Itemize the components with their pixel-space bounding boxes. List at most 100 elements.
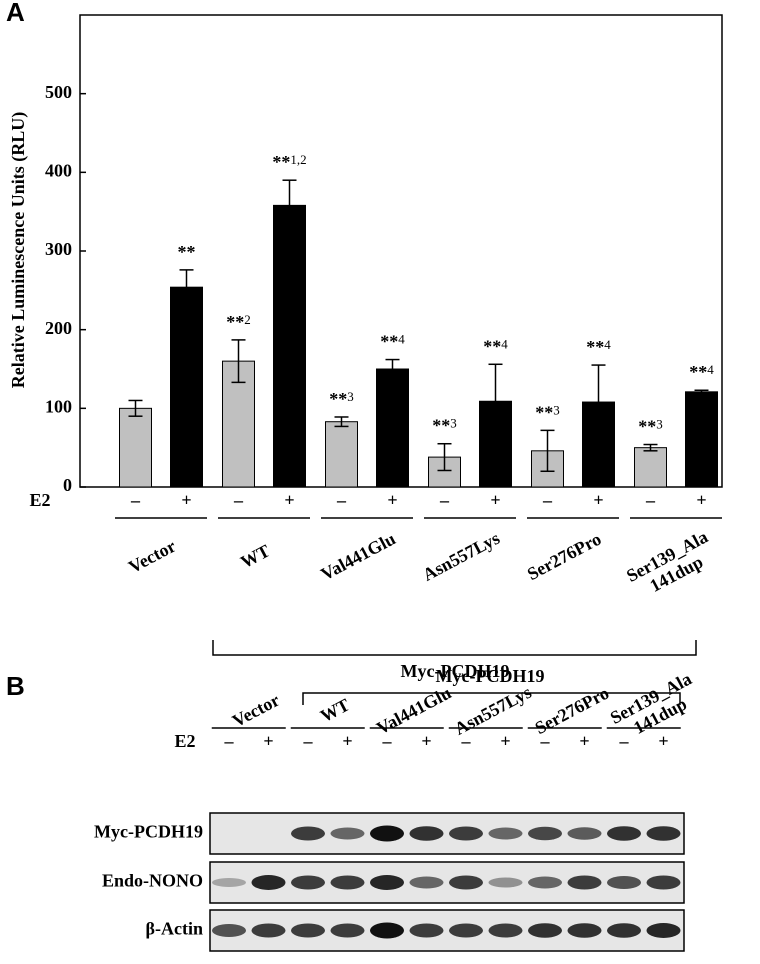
x-tick-label: Vector <box>125 536 179 577</box>
treatment-level: + <box>490 490 500 510</box>
lane-group-label: Val441Glu <box>373 682 454 738</box>
x-tick-label: Ser139_Ala141dup <box>623 527 720 604</box>
blot-row-label: β-Actin <box>146 919 203 939</box>
treatment-level: + <box>421 731 431 751</box>
blot-band <box>646 826 681 841</box>
treatment-level: + <box>342 731 352 751</box>
treatment-level: + <box>696 490 706 510</box>
treatment-level: + <box>387 490 397 510</box>
blot-band <box>449 875 483 890</box>
treatment-level: – <box>461 731 472 751</box>
y-tick-label: 400 <box>45 160 72 180</box>
bracket <box>302 692 681 705</box>
treatment-level: + <box>658 731 668 751</box>
blot-band <box>449 923 483 938</box>
blot-panel <box>209 861 685 904</box>
blot-band <box>409 826 444 841</box>
bar <box>170 286 203 488</box>
significance-label: **4 <box>689 362 714 382</box>
treatment-level: – <box>382 731 393 751</box>
blot-band <box>330 827 365 840</box>
lane-group-label: Vector <box>229 690 283 731</box>
blot-band <box>528 876 562 889</box>
treatment-level: – <box>233 490 244 510</box>
blot-band <box>370 825 404 842</box>
blot-band <box>251 875 286 890</box>
blot-band <box>607 923 641 938</box>
blot-row-label: Myc-PCDH19 <box>94 822 203 842</box>
x-tick-label: Asn557Lys <box>419 528 503 585</box>
treatment-level: – <box>619 731 630 751</box>
blot-band <box>291 875 325 890</box>
blot-band <box>291 923 325 938</box>
significance-label: **2 <box>226 312 251 332</box>
bar <box>376 368 409 488</box>
significance-label: **1,2 <box>272 152 306 172</box>
treatment-level: + <box>500 731 510 751</box>
blot-band <box>646 923 681 938</box>
blot-band <box>646 875 681 890</box>
significance-label: ** <box>178 242 196 262</box>
blot-band <box>370 922 404 939</box>
significance-label: **3 <box>638 417 663 437</box>
treatment-level: + <box>263 731 273 751</box>
bar <box>119 407 152 488</box>
treatment-label: E2 <box>29 490 50 510</box>
y-tick-label: 500 <box>45 82 72 102</box>
blot-band <box>409 876 444 889</box>
bracket-label: Myc-PCDH19 <box>436 666 545 686</box>
y-tick-label: 100 <box>45 396 72 416</box>
treatment-level: – <box>130 490 141 510</box>
blot-band <box>370 875 404 890</box>
blot-row-label: Endo-NONO <box>102 871 203 891</box>
bracket-label: Myc-PCDH19 <box>401 661 510 681</box>
significance-label: **3 <box>535 402 560 422</box>
panel-label: A <box>6 0 25 27</box>
treatment-level: – <box>439 490 450 510</box>
blot-band <box>330 875 365 890</box>
blot-band <box>251 923 286 938</box>
y-axis-label: Relative Luminescence Units (RLU) <box>8 112 29 388</box>
treatment-level: – <box>645 490 656 510</box>
bar <box>634 447 667 488</box>
blot-band <box>528 923 562 938</box>
blot-band <box>567 923 602 938</box>
blot-band <box>528 826 562 841</box>
blot-panel <box>209 812 685 855</box>
bar <box>325 421 358 488</box>
blot-band <box>488 877 523 888</box>
y-tick-label: 300 <box>45 239 72 259</box>
blot-band <box>330 923 365 938</box>
bar <box>685 391 718 488</box>
blot-band <box>212 924 246 937</box>
significance-label: **3 <box>329 389 354 409</box>
treatment-level: – <box>224 731 235 751</box>
treatment-level: – <box>540 731 551 751</box>
treatment-level: + <box>284 490 294 510</box>
bar <box>273 204 306 488</box>
blot-band <box>567 875 602 890</box>
panel-label: B <box>6 671 25 701</box>
y-tick-label: 200 <box>45 318 72 338</box>
blot-band <box>607 876 641 889</box>
significance-label: **4 <box>586 337 611 357</box>
y-tick-label: 0 <box>63 475 72 495</box>
blot-band <box>607 826 641 841</box>
blot-band <box>488 827 523 840</box>
significance-label: **4 <box>483 336 508 356</box>
x-tick-label: Ser276Pro <box>524 529 605 585</box>
treatment-level: – <box>303 731 314 751</box>
treatment-level: + <box>181 490 191 510</box>
blot-band <box>291 826 325 841</box>
blot-band <box>449 826 483 841</box>
significance-label: **4 <box>380 332 405 352</box>
x-tick-label: WT <box>237 540 273 572</box>
lane-group-label: Ser276Pro <box>532 683 613 739</box>
x-tick-label: Val441Glu <box>318 528 399 584</box>
treatment-level: – <box>336 490 347 510</box>
significance-label: **3 <box>432 416 457 436</box>
treatment-label: E2 <box>174 731 195 751</box>
lane-group-label: WT <box>317 694 353 726</box>
treatment-level: + <box>593 490 603 510</box>
